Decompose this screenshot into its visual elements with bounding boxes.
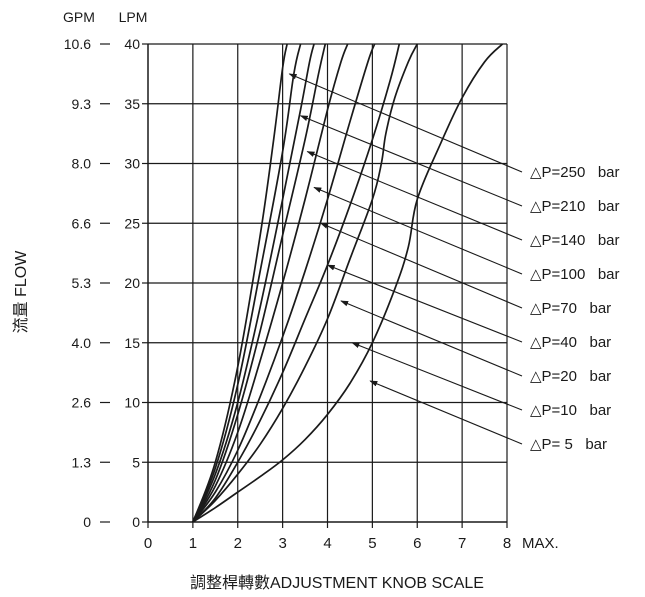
y-tick-label-gpm: 9.3 bbox=[72, 96, 92, 112]
series-line-7 bbox=[192, 43, 401, 523]
y-tick-label-gpm: 1.3 bbox=[72, 454, 92, 470]
y-axis-label: 流量 FLOW bbox=[12, 250, 30, 334]
x-tick-label: 3 bbox=[278, 535, 286, 552]
y-tick-label-lpm: 20 bbox=[124, 275, 140, 291]
tick-labels: 0051.3102.6154.0205.3256.6308.0359.34010… bbox=[64, 36, 511, 552]
y-tick-label-gpm: 8.0 bbox=[72, 156, 92, 172]
x-max-label: MAX. bbox=[522, 535, 559, 552]
y-tick-label-lpm: 5 bbox=[132, 454, 140, 470]
y-unit-right: LPM bbox=[119, 9, 148, 25]
legend-label: △P=140 bar bbox=[530, 232, 620, 249]
x-tick-label: 1 bbox=[189, 535, 197, 552]
x-tick-label: 0 bbox=[144, 535, 152, 552]
series-line-6 bbox=[192, 43, 376, 523]
x-axis-label: 調整桿轉數ADJUSTMENT KNOB SCALE bbox=[190, 574, 484, 592]
legend-leader-arrow bbox=[288, 73, 523, 173]
y-tick-label-gpm: 5.3 bbox=[72, 275, 92, 291]
x-tick-label: 2 bbox=[234, 535, 242, 552]
x-tick-label: 4 bbox=[323, 535, 331, 552]
legend-leader-arrow bbox=[326, 264, 523, 343]
series-line-5 bbox=[192, 43, 349, 523]
series-line-1 bbox=[192, 43, 288, 523]
y-tick-label-gpm: 0 bbox=[83, 514, 91, 530]
series-line-3 bbox=[192, 43, 315, 523]
series-line-9 bbox=[192, 43, 504, 523]
legend-leader-arrow bbox=[320, 222, 523, 309]
x-tick-label: 7 bbox=[458, 535, 466, 552]
y-tick-label-lpm: 35 bbox=[124, 96, 140, 112]
series-line-4 bbox=[192, 43, 327, 523]
legend-label: △P=70 bar bbox=[530, 300, 611, 317]
legend-leader-arrow bbox=[313, 186, 523, 275]
y-tick-label-lpm: 40 bbox=[124, 36, 140, 52]
legend-arrows bbox=[288, 73, 523, 445]
y-tick-label-lpm: 10 bbox=[124, 395, 140, 411]
legend-leader-arrow bbox=[351, 342, 523, 411]
legend-label: △P= 5 bar bbox=[530, 436, 607, 453]
y-tick-label-lpm: 15 bbox=[124, 335, 140, 351]
legend-label: △P=20 bar bbox=[530, 368, 611, 385]
axes bbox=[100, 43, 508, 528]
y-tick-label-lpm: 0 bbox=[132, 514, 140, 530]
y-tick-label-gpm: 2.6 bbox=[72, 395, 92, 411]
x-tick-label: 5 bbox=[368, 535, 376, 552]
legend-label: △P=210 bar bbox=[530, 198, 620, 215]
y-tick-label-lpm: 30 bbox=[124, 156, 140, 172]
y-unit-left: GPM bbox=[63, 9, 95, 25]
series-line-8 bbox=[192, 43, 419, 523]
y-tick-label-lpm: 25 bbox=[124, 215, 140, 231]
legend-label: △P=40 bar bbox=[530, 334, 611, 351]
legend-leader-arrow bbox=[340, 300, 523, 377]
legend-leader-arrow bbox=[306, 151, 523, 241]
y-tick-label-gpm: 10.6 bbox=[64, 36, 91, 52]
legend-label: △P=100 bar bbox=[530, 266, 620, 283]
y-tick-label-gpm: 4.0 bbox=[72, 335, 92, 351]
legend-label: △P=10 bar bbox=[530, 402, 611, 419]
x-tick-label: 8 bbox=[503, 535, 511, 552]
legend-leader-arrow bbox=[369, 380, 523, 445]
legend-leader-arrow bbox=[299, 115, 523, 207]
y-tick-label-gpm: 6.6 bbox=[72, 215, 92, 231]
legend-label: △P=250 bar bbox=[530, 164, 620, 181]
legend-labels: △P=250 bar △P=210 bar △P=140 bar △P=100 bar… bbox=[530, 164, 620, 453]
x-tick-label: 6 bbox=[413, 535, 421, 552]
